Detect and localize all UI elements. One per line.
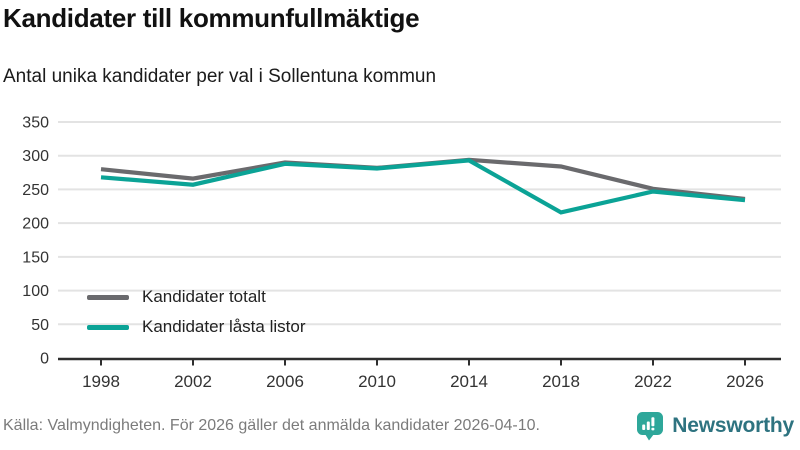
svg-text:200: 200 [22,216,49,233]
x-tick-labels: 1998 2002 2006 2010 2014 2018 2022 2026 [82,372,764,391]
chart-legend: Kandidater totalt Kandidater låsta listo… [87,286,305,338]
svg-text:1998: 1998 [82,372,120,391]
svg-text:300: 300 [22,148,49,165]
source-note: Källa: Valmyndigheten. För 2026 gäller d… [3,417,540,434]
svg-text:150: 150 [22,249,49,266]
svg-text:2006: 2006 [266,372,304,391]
legend-swatch-lasta-listor [87,324,129,330]
legend-item-totalt: Kandidater totalt [87,286,305,308]
chart-subtitle: Antal unika kandidater per val i Sollent… [3,66,437,87]
y-gridlines [58,121,781,326]
legend-label-lasta-listor: Kandidater låsta listor [142,317,306,336]
svg-text:2022: 2022 [634,372,672,391]
newsworthy-logo[interactable]: Newsworthy [636,411,794,441]
legend-item-lasta-listor: Kandidater låsta listor [87,316,305,338]
newsworthy-bubble-chart-icon [637,412,664,441]
chart-title: Kandidater till kommunfullmäktige [3,3,420,33]
svg-text:0: 0 [40,351,49,368]
svg-text:100: 100 [22,283,49,300]
legend-swatch-totalt [87,294,129,300]
y-tick-labels: 0 50 100 150 200 250 300 350 [22,115,49,368]
svg-text:350: 350 [22,115,49,132]
newsworthy-wordmark: Newsworthy [672,414,794,437]
svg-text:50: 50 [31,317,49,334]
chart-footer: Källa: Valmyndigheten. För 2026 gäller d… [0,410,794,442]
svg-text:2010: 2010 [358,372,396,391]
svg-text:250: 250 [22,182,49,199]
x-axis [58,357,781,366]
svg-text:2002: 2002 [174,372,212,391]
legend-label-totalt: Kandidater totalt [142,287,266,306]
svg-text:2018: 2018 [542,372,580,391]
svg-text:2014: 2014 [450,372,488,391]
series-line-kandidater-l-sta-listor [100,158,746,215]
svg-text:2026: 2026 [726,372,764,391]
